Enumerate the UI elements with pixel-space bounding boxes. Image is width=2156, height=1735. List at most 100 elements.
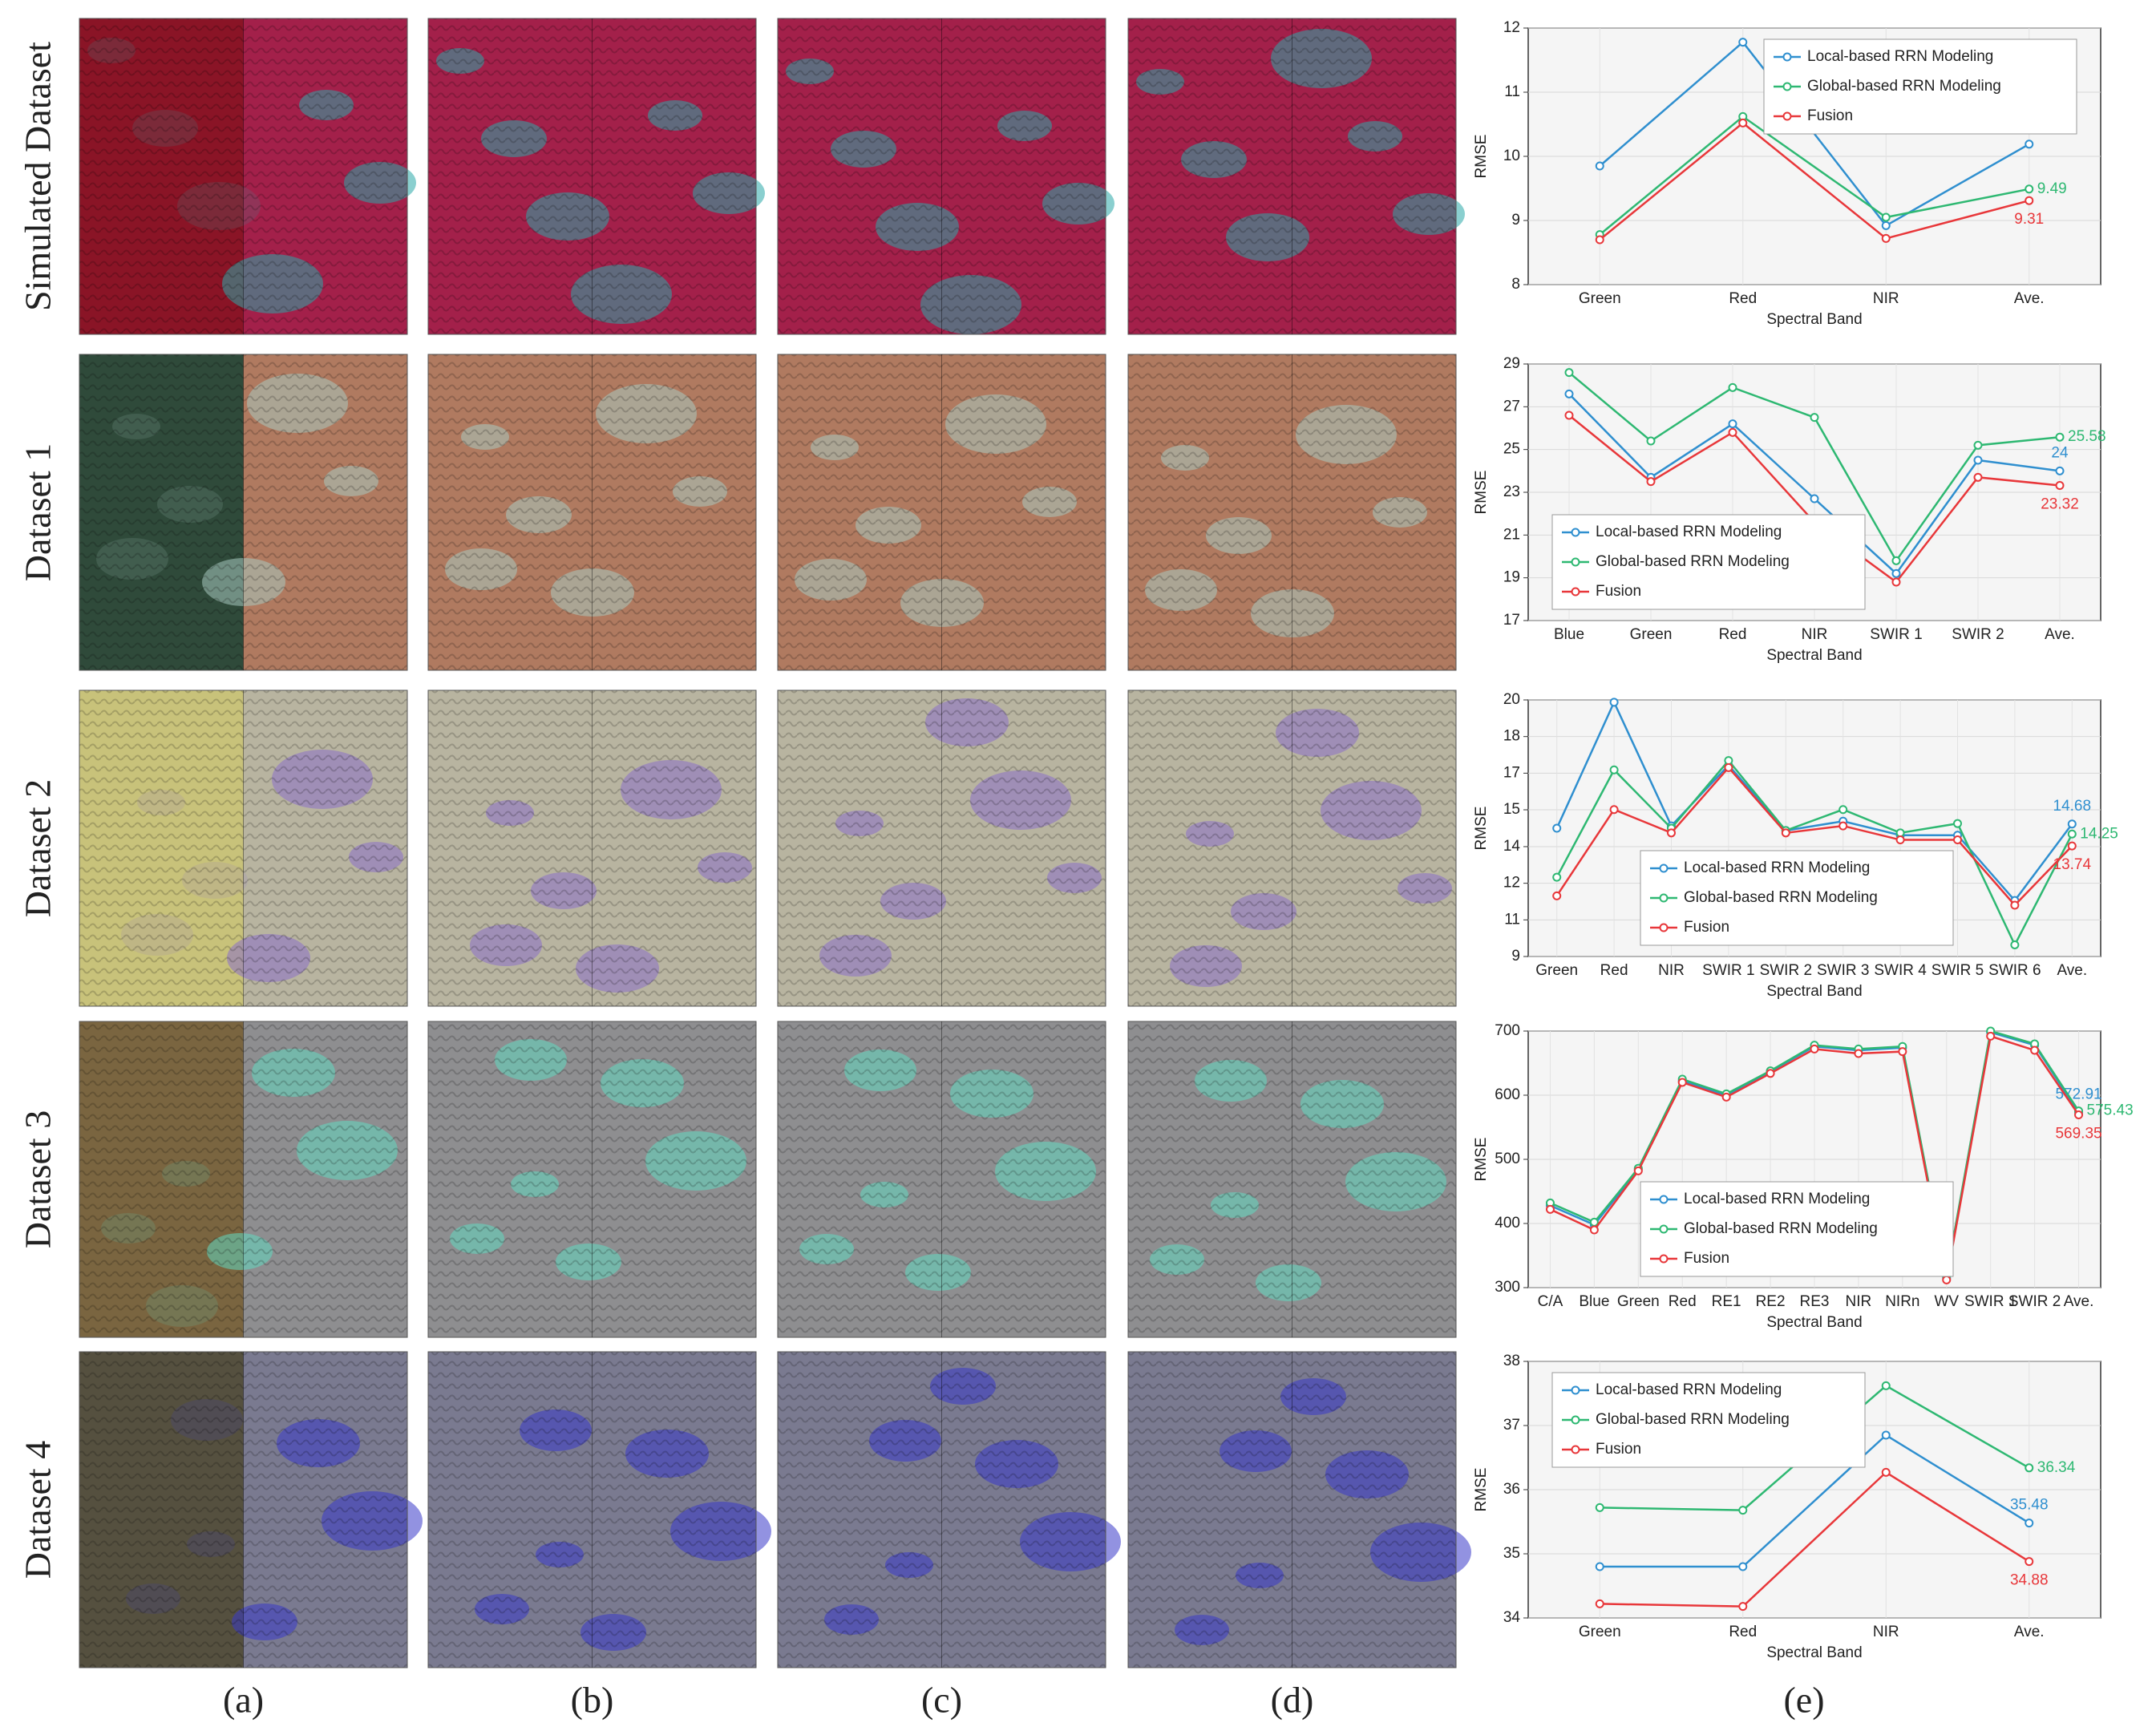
- data-point: [1891, 577, 1901, 587]
- data-label: 9.31: [2014, 211, 2044, 228]
- data-point: [1881, 1381, 1891, 1390]
- y-tick-label: 400: [1495, 1215, 1520, 1231]
- data-point: [1942, 1275, 1952, 1284]
- data-point: [1595, 1599, 1604, 1608]
- series-line: [1600, 1470, 2030, 1608]
- x-tick-label: Ave.: [2014, 1624, 2045, 1640]
- image-texture: [79, 690, 408, 1007]
- data-point: [1564, 410, 1574, 420]
- image-grid: Simulated Dataset Dataset 1 Dataset 2 Datas…: [18, 18, 1825, 1721]
- series-line: [1600, 1434, 2030, 1568]
- data-point: [1898, 1047, 1907, 1057]
- row-label: Simulated Dataset: [18, 42, 59, 311]
- data-label: 575.43: [2087, 1102, 2134, 1119]
- data-point: [1973, 455, 1983, 465]
- data-point: [1895, 828, 1905, 838]
- y-tick-label: 11: [1504, 83, 1520, 100]
- y-tick-label: 17: [1503, 612, 1520, 629]
- image-texture: [79, 354, 408, 671]
- y-tick-label: 14: [1503, 838, 1521, 855]
- legend-label: Local-based RRN Modeling: [1684, 1191, 1870, 1207]
- y-tick-label: 38: [1503, 1353, 1520, 1369]
- data-label: 14.68: [2053, 798, 2092, 815]
- y-tick-label: 9: [1511, 212, 1520, 229]
- y-tick-label: 36: [1503, 1481, 1520, 1498]
- data-point: [1609, 805, 1619, 815]
- data-label: 23.32: [2041, 495, 2079, 512]
- x-tick-label: Blue: [1579, 1293, 1609, 1310]
- legend-marker: [1782, 52, 1792, 62]
- y-tick-label: 9: [1511, 948, 1520, 965]
- legend-marker: [1782, 111, 1792, 121]
- data-point: [1881, 1467, 1891, 1477]
- image-texture: [1127, 1351, 1457, 1668]
- legend-box: [1551, 1372, 1866, 1468]
- image-texture: [79, 18, 408, 335]
- data-point: [1677, 1078, 1687, 1087]
- data-point: [1973, 440, 1983, 450]
- panel-label: (c): [921, 1680, 962, 1721]
- data-label: 24: [2051, 444, 2069, 461]
- line-chart: 300 400 500 600 700 C/A Blue Green Red RE1 RE2 RE3 N…: [1473, 1022, 2134, 1331]
- data-point: [1552, 823, 1562, 833]
- series-line: [1599, 115, 2029, 236]
- row-label: Dataset 1: [18, 443, 59, 581]
- image-texture: [1127, 354, 1457, 671]
- x-axis-label: Spectral Band: [1766, 1644, 1862, 1661]
- data-point: [2025, 1519, 2034, 1528]
- data-point: [1728, 382, 1737, 392]
- legend-marker: [1782, 82, 1792, 91]
- data-point: [1738, 1602, 1748, 1612]
- data-point: [1738, 38, 1748, 47]
- x-tick-label: NIR: [1802, 626, 1828, 643]
- data-point: [2067, 819, 2077, 829]
- image-texture: [1127, 690, 1457, 1007]
- data-point: [1589, 1225, 1599, 1235]
- y-tick-label: 300: [1495, 1279, 1520, 1296]
- y-tick-label: 37: [1503, 1417, 1520, 1434]
- data-label: 25.58: [2068, 428, 2106, 445]
- image-texture: [777, 690, 1106, 1007]
- data-label: 9.49: [2037, 180, 2067, 197]
- y-tick-label: 12: [1503, 875, 1520, 892]
- x-axis-label: Spectral Band: [1766, 983, 1862, 1000]
- data-point: [1766, 1069, 1775, 1078]
- image-texture: [427, 690, 757, 1007]
- data-point: [1895, 835, 1905, 845]
- data-point: [2025, 1463, 2034, 1473]
- data-point: [1881, 233, 1891, 243]
- x-tick-label: Green: [1617, 1293, 1660, 1310]
- x-tick-label: Red: [1719, 626, 1747, 643]
- y-tick-label: 11: [1504, 911, 1520, 928]
- y-tick-label: 700: [1495, 1022, 1520, 1039]
- data-point: [1595, 1562, 1604, 1571]
- x-tick-label: NIRn: [1885, 1293, 1919, 1310]
- x-tick-label: SWIR 5: [1932, 962, 1984, 979]
- legend-marker: [1659, 893, 1669, 903]
- legend-box: [1551, 514, 1866, 610]
- data-point: [1838, 805, 1848, 815]
- y-tick-label: 35: [1503, 1545, 1520, 1562]
- x-tick-label: SWIR 2: [1760, 962, 1812, 979]
- data-point: [1595, 161, 1604, 171]
- y-axis-label: RMSE: [1473, 135, 1490, 179]
- legend-marker: [1659, 1254, 1669, 1264]
- data-point: [1881, 212, 1891, 222]
- legend-label: Global-based RRN Modeling: [1684, 1220, 1878, 1237]
- data-point: [1838, 821, 1848, 831]
- image-texture: [1127, 18, 1457, 335]
- legend-label: Local-based RRN Modeling: [1684, 859, 1870, 876]
- data-point: [2025, 140, 2034, 149]
- image-texture: [427, 1351, 757, 1668]
- y-tick-label: 18: [1503, 728, 1520, 745]
- legend-label: Fusion: [1596, 1441, 1641, 1458]
- data-point: [1891, 556, 1901, 565]
- x-tick-label: SWIR 1: [1702, 962, 1754, 979]
- x-tick-label: RE2: [1756, 1293, 1786, 1310]
- x-axis-label: Spectral Band: [1766, 647, 1862, 664]
- x-axis-label: Spectral Band: [1766, 311, 1862, 328]
- x-tick-label: Blue: [1554, 626, 1584, 643]
- x-tick-label: RE1: [1712, 1293, 1741, 1310]
